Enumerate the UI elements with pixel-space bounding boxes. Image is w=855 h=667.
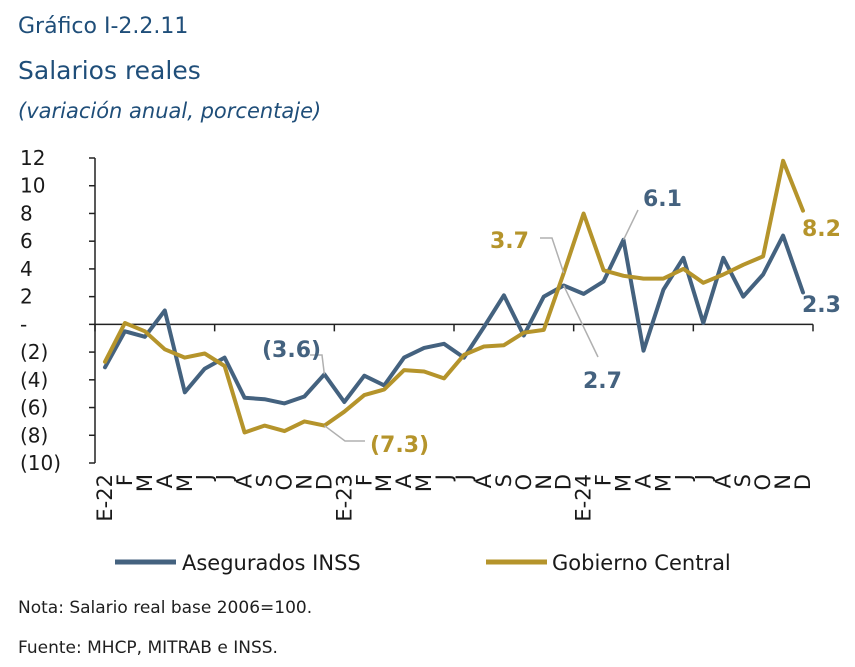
- x-tick-label: M: [173, 474, 197, 492]
- x-tick-label: D: [312, 474, 336, 490]
- x-tick-label: E-23: [332, 474, 356, 522]
- x-tick-label: S: [731, 474, 755, 487]
- x-tick-label: M: [651, 474, 675, 492]
- chart-source: Fuente: MHCP, MITRAB e INSS.: [18, 638, 278, 658]
- x-tick-label: O: [512, 474, 536, 491]
- x-tick-label: J: [452, 474, 476, 482]
- x-tick-label: A: [233, 473, 257, 488]
- x-tick-label: A: [153, 473, 177, 488]
- chart-note: Nota: Salario real base 2006=100.: [18, 598, 313, 618]
- y-tick-label: (8): [20, 423, 48, 447]
- data-label: 3.7: [490, 229, 529, 254]
- line-chart: 12108642-(2)(4)(6)(8)(10)E-22FMAMJJASOND…: [20, 146, 841, 575]
- x-tick-label: S: [492, 474, 516, 487]
- annotation-leader: [310, 354, 326, 375]
- x-tick-label: J: [193, 474, 217, 482]
- x-tick-label: N: [292, 474, 316, 490]
- x-tick-label: A: [392, 473, 416, 488]
- chart-title: Salarios reales: [18, 56, 201, 85]
- x-tick-label: A: [472, 473, 496, 488]
- x-tick-label: D: [552, 474, 576, 490]
- y-tick-label: (4): [20, 368, 48, 392]
- y-tick-label: 8: [20, 201, 33, 225]
- x-tick-label: E-22: [93, 474, 117, 522]
- figure-label: Gráfico I-2.2.11: [18, 14, 189, 39]
- y-tick-label: 2: [20, 285, 33, 309]
- x-tick-label: N: [771, 474, 795, 490]
- data-label: 2.7: [583, 369, 622, 394]
- data-label: (3.6): [262, 338, 321, 363]
- series-line-1: [103, 233, 805, 406]
- y-tick-label: (6): [20, 396, 48, 420]
- x-tick-label: A: [711, 473, 735, 488]
- chart-subtitle: (variación anual, porcentaje): [18, 99, 322, 123]
- x-tick-label: O: [751, 474, 775, 491]
- x-tick-label: M: [412, 474, 436, 492]
- x-tick-label: O: [272, 474, 296, 491]
- data-label: 2.3: [802, 293, 841, 318]
- series-line-2: [103, 158, 805, 435]
- data-label: 8.2: [802, 217, 841, 242]
- y-tick-label: (10): [20, 451, 61, 475]
- annotation-leader: [323, 424, 365, 442]
- x-tick-label: J: [213, 474, 237, 482]
- y-tick-label: 6: [20, 229, 33, 253]
- x-tick-label: A: [631, 473, 655, 488]
- x-tick-label: F: [592, 474, 616, 486]
- y-tick-label: 12: [20, 146, 45, 170]
- x-tick-label: E-24: [572, 474, 596, 522]
- y-tick-label: -: [20, 312, 27, 336]
- x-tick-label: F: [113, 474, 137, 486]
- x-tick-label: M: [372, 474, 396, 492]
- x-tick-label: J: [691, 474, 715, 482]
- y-tick-label: (2): [20, 340, 48, 364]
- x-tick-label: D: [791, 474, 815, 490]
- annotation-leader: [563, 285, 599, 358]
- x-tick-label: N: [532, 474, 556, 490]
- legend-label-1: Asegurados INSS: [182, 551, 361, 575]
- y-tick-label: 10: [20, 174, 45, 198]
- legend-label-2: Gobierno Central: [552, 551, 731, 575]
- x-tick-label: M: [612, 474, 636, 492]
- x-tick-label: M: [133, 474, 157, 492]
- data-label: (7.3): [370, 433, 429, 458]
- x-tick-label: J: [432, 474, 456, 482]
- annotation-leader: [622, 209, 639, 241]
- x-tick-label: S: [253, 474, 277, 487]
- annotation-leader: [540, 237, 565, 274]
- data-label: 6.1: [643, 187, 682, 212]
- x-tick-label: F: [352, 474, 376, 486]
- y-tick-label: 4: [20, 257, 33, 281]
- x-tick-label: J: [671, 474, 695, 482]
